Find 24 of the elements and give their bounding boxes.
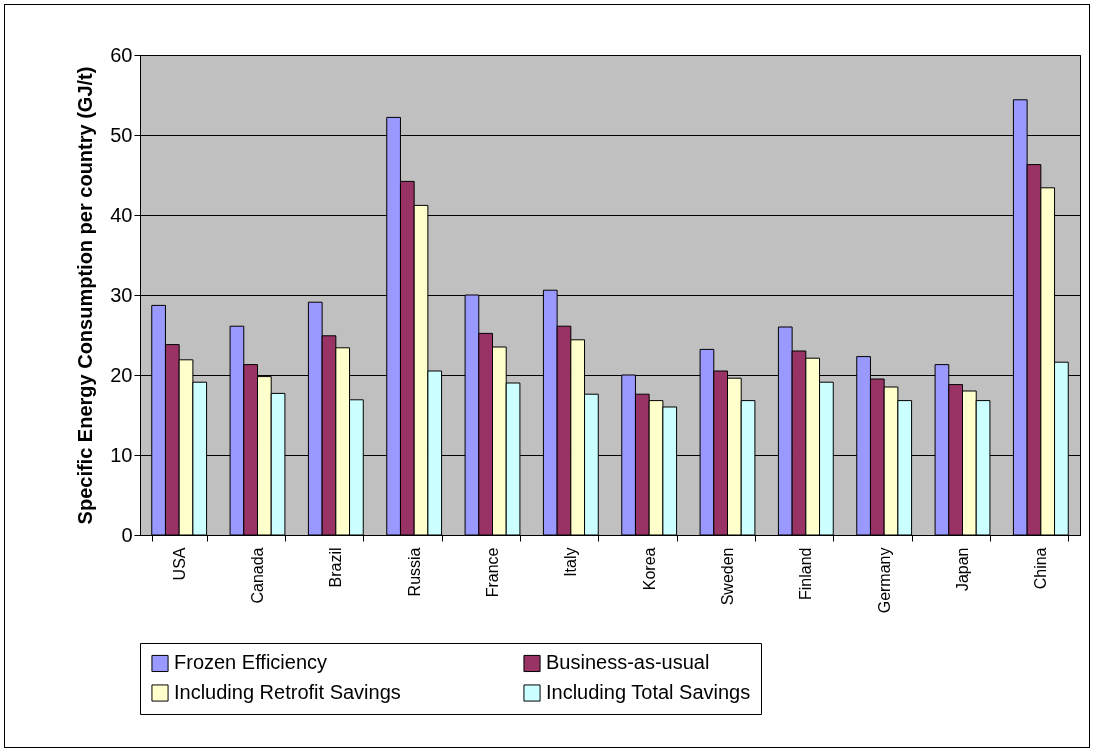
legend-label: Business-as-usual [546, 651, 710, 674]
x-tick-label: Russia [405, 547, 423, 597]
x-tick-label: Canada [249, 547, 266, 604]
x-tick-label: China [1032, 547, 1050, 590]
legend-label: Including Total Savings [546, 681, 751, 703]
y-tick-label: 0 [121, 523, 133, 546]
y-tick-label: 10 [110, 443, 133, 466]
y-tick-label: 30 [110, 283, 133, 306]
y-tick-label: 60 [110, 43, 133, 66]
x-tick-label: Korea [640, 547, 658, 591]
x-tick-label: Italy [562, 547, 580, 577]
x-tick-label: Japan [954, 547, 971, 592]
x-tick-label: France [484, 547, 501, 598]
y-axis-title: Specific Energy Consumption per country (GJ/t) [74, 66, 97, 525]
y-tick-label: 40 [110, 203, 133, 226]
y-tick-label: 20 [110, 363, 133, 386]
y-tick-label: 50 [110, 123, 133, 146]
legend-label: Frozen Efficiency [174, 651, 328, 674]
x-tick-label: Sweden [719, 547, 736, 606]
x-tick-label: USA [170, 547, 188, 581]
x-tick-label: Brazil [327, 547, 345, 588]
x-tick-label: Germany [875, 547, 893, 614]
x-tick-label: Finland [797, 547, 815, 600]
legend-label: Including Retrofit Savings [174, 681, 401, 703]
